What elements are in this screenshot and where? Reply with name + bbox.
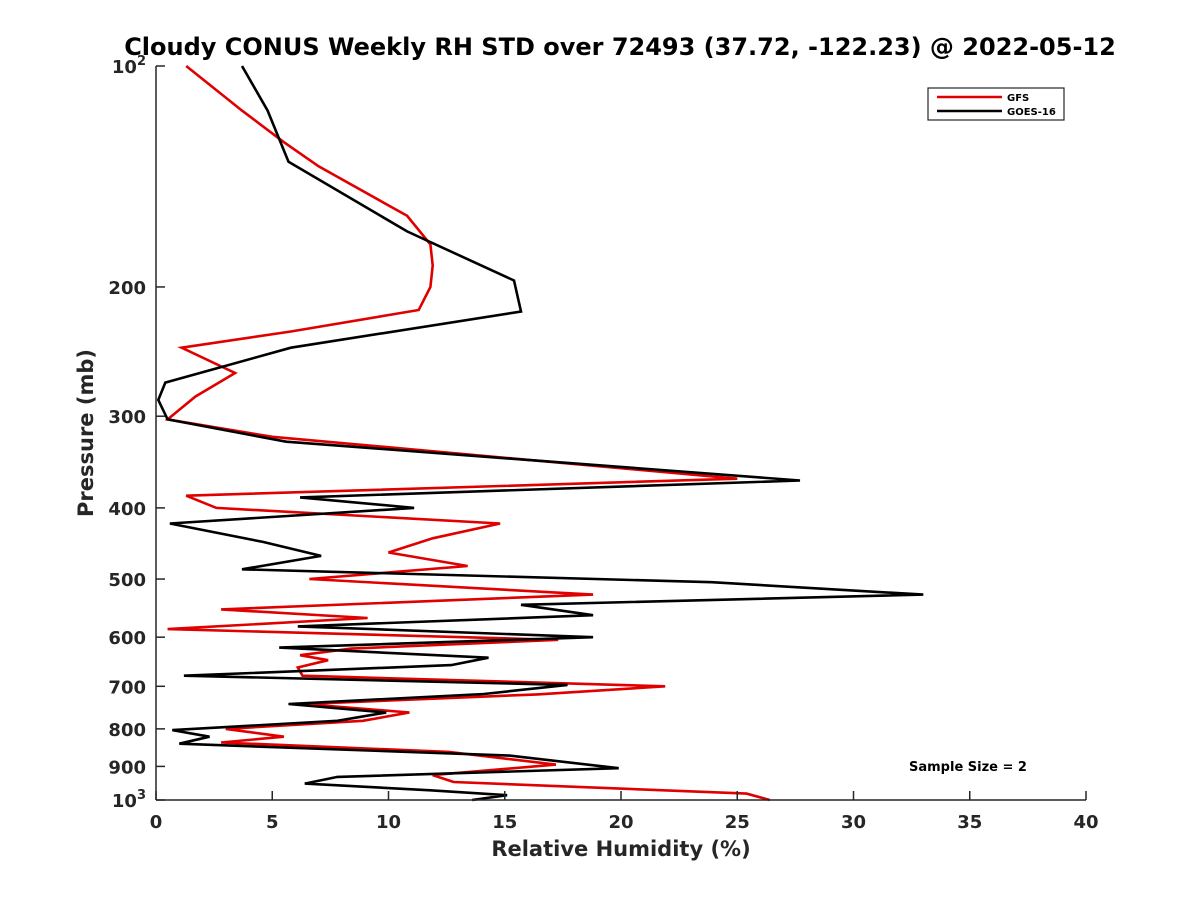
y-tick-label: 400 (108, 499, 146, 520)
y-tick-label: 103 (112, 788, 146, 812)
x-tick-label: 30 (841, 812, 866, 833)
series-line-goes-16 (156, 65, 924, 802)
x-tick-label: 35 (957, 812, 982, 833)
x-tick-label: 20 (608, 812, 633, 833)
x-tick-label: 25 (725, 812, 750, 833)
y-tick-label: 900 (108, 757, 146, 778)
chart-title: Cloudy CONUS Weekly RH STD over 72493 (3… (124, 33, 1116, 61)
y-tick-label: 700 (108, 677, 146, 698)
y-axis-label: Pressure (mb) (74, 349, 98, 517)
legend-label-gfs: GFS (1007, 93, 1029, 104)
sample-size-annotation: Sample Size = 2 (909, 760, 1027, 775)
y-tick-label: 800 (108, 720, 146, 741)
legend: GFS GOES-16 (927, 87, 1065, 121)
x-tick-label: 0 (150, 812, 163, 833)
x-axis-ticks: 0 5 10 15 20 25 30 35 40 (150, 791, 1099, 833)
y-tick-label: 600 (108, 628, 146, 649)
plot-lines (156, 64, 924, 802)
legend-label-goes16: GOES-16 (1007, 107, 1056, 118)
x-tick-label: 10 (376, 812, 401, 833)
x-tick-label: 15 (492, 812, 517, 833)
x-tick-label: 40 (1073, 812, 1098, 833)
y-tick-label: 200 (108, 278, 146, 299)
legend-box (927, 87, 1065, 121)
y-tick-label: 300 (108, 407, 146, 428)
y-tick-label: 500 (108, 570, 146, 591)
x-tick-label: 5 (266, 812, 279, 833)
series-line-gfs (164, 64, 771, 802)
x-axis-label: Relative Humidity (%) (491, 837, 750, 861)
y-tick-label: 102 (112, 54, 146, 78)
y-axis-ticks: 102 200 300 400 500 600 700 800 900 103 (108, 54, 165, 812)
